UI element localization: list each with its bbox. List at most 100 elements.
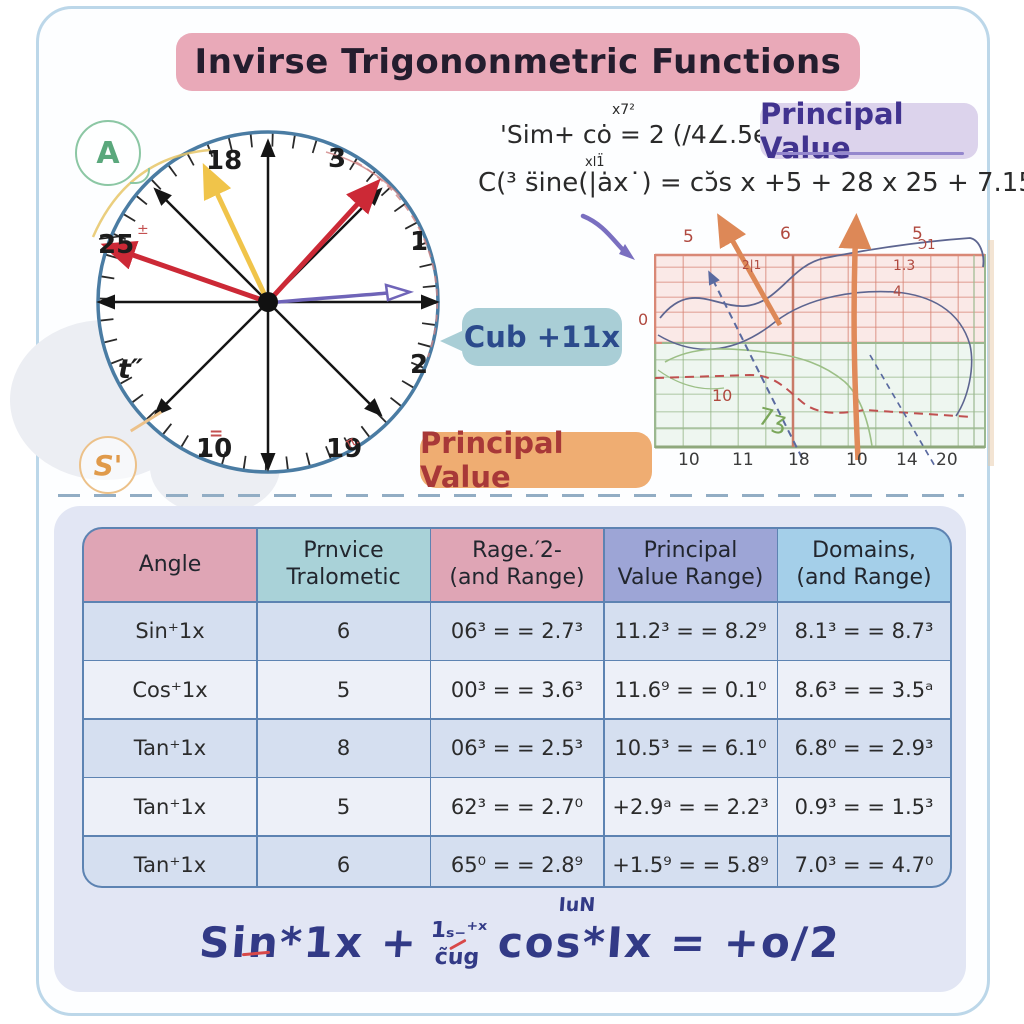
principal-value-badge-mid: Principal Value: [420, 426, 652, 494]
table-cell: 6: [257, 602, 430, 660]
formula-superscript: x7²: [612, 102, 635, 118]
table-cell: 62³ = = 2.7⁰: [431, 778, 603, 835]
table-cell: 7.0³ = = 4.7⁰: [778, 836, 950, 886]
green-curve: [664, 348, 873, 447]
grid-x-tick: 10: [678, 450, 700, 470]
grid-side-strip: [988, 240, 994, 466]
clock-label: 2: [410, 350, 428, 380]
red-dashed-line: [654, 373, 973, 418]
grid-chart-overlay: [654, 213, 986, 469]
clock-label: t″: [118, 354, 143, 385]
yellow-hand-arrow: [202, 162, 271, 304]
orange-arrow: [838, 213, 872, 461]
table-cell: +2.9ᵃ = = 2.2³: [604, 778, 777, 835]
hand-fraction-top: 1ₛ₋⁺ˣ: [430, 917, 488, 943]
grid-x-tick: 10: [846, 450, 868, 470]
table-cell: 5: [257, 778, 430, 835]
grid-right-label: 4: [893, 284, 902, 300]
hand-part2-wrap: IuN cos*Ix = +o/2: [496, 894, 843, 967]
table-cell: 65⁰ = = 2.8⁹: [431, 836, 603, 886]
hand-superscript: IuN: [557, 893, 596, 916]
clock-label: 25: [98, 230, 134, 260]
monogram-s-badge: S': [79, 436, 137, 494]
grid-left-label: 0: [638, 310, 649, 329]
hand-fraction-bottom: c̃ug: [433, 944, 481, 970]
center-dot: [258, 292, 278, 312]
cub-bubble: Cub +11x: [462, 308, 622, 366]
navy-curve: [657, 290, 973, 417]
table-cell: 11.6⁹ = = 0.1⁰: [604, 661, 777, 718]
column-header: Rage.′2- (and Range): [431, 529, 603, 601]
grid-chart-upper: [655, 255, 985, 343]
functions-table: Angle Prnvice Tralometic Rage.′2- (and R…: [82, 527, 952, 888]
hand-part2: cos*Ix = +o/2: [496, 917, 843, 967]
table-cell: 5: [257, 661, 430, 718]
table-cell: Tan⁺1x: [84, 719, 256, 777]
table-cell: 6: [257, 836, 430, 886]
table-cell: 8.6³ = = 3.5ᵃ: [778, 661, 950, 718]
grid-top-label: 6: [780, 224, 791, 244]
table-cell: 00³ = = 3.6³: [431, 661, 603, 718]
table-cell: 8.1³ = = 8.7³: [778, 602, 950, 660]
red-arc: [325, 151, 401, 197]
table-cell: Tan⁺1x: [84, 836, 256, 886]
table-cell: 06³ = = 2.7³: [431, 602, 603, 660]
bubble-tail: [440, 330, 464, 352]
clock-label: 18: [206, 146, 242, 176]
monogram-s-label: S': [93, 448, 123, 482]
table-cell: 6.8⁰ = = 2.9³: [778, 719, 950, 777]
purple-hand-arrow: [267, 291, 389, 305]
column-header: Angle: [84, 529, 256, 601]
curved-arrow-icon: [580, 213, 635, 260]
monogram-a-badge: A: [75, 120, 141, 186]
orange-arrow: [717, 213, 783, 327]
grid-chart-lower: [655, 343, 985, 447]
monogram-a-label: A: [96, 135, 120, 171]
grid-x-tick: 18: [788, 450, 810, 470]
grid-x-tick: 14: [896, 450, 918, 470]
blue-dashed-arrow: [708, 270, 803, 459]
table-cell: 0.9³ = = 1.5³: [778, 778, 950, 835]
table-cell: 10.5³ = = 6.1⁰: [604, 719, 777, 777]
navy-curve: [659, 237, 985, 319]
column-header: Domains, (and Range): [778, 529, 950, 601]
table-cell: 8: [257, 719, 430, 777]
grid-x-tick: 20: [936, 450, 958, 470]
page-title: Invirse Trigononmetric Functions: [176, 33, 860, 91]
hand-part1: Sin*1x +: [197, 917, 420, 967]
red-mark: =: [209, 424, 223, 444]
hand-fraction: 1ₛ₋⁺ˣ c̃ug: [428, 917, 488, 970]
principal-value-badge-top: Principal Value: [760, 97, 978, 165]
table-cell: Cos⁺1x: [84, 661, 256, 718]
red-mark: ±: [137, 222, 149, 238]
formula-line-2: C(³ s̈ine(|ȧx˙) = cɔ̆s x +5 + 28 x 25 + …: [478, 168, 1024, 198]
grid-inner-label: 10: [712, 386, 733, 405]
grid-top-label: 5: [683, 227, 694, 247]
clock-label: 10: [196, 434, 232, 464]
grid-right-label: 1.3: [893, 258, 916, 274]
table-cell: 06³ = = 2.5³: [431, 719, 603, 777]
clock-label: 3: [328, 144, 346, 174]
grid-bracket: [654, 254, 662, 344]
clock-label: 19: [326, 434, 362, 464]
grid-inner-mark: 2|1: [742, 258, 762, 272]
table-cell: +1.5⁹ = = 5.8⁹: [604, 836, 777, 886]
table-cell: 11.2³ = = 8.2⁹: [604, 602, 777, 660]
column-header: Prnvice Tralometic: [257, 529, 430, 601]
green-curve: [657, 369, 725, 390]
column-header: Principal Value Range): [604, 529, 777, 601]
grid-x-tick: 11: [732, 450, 754, 470]
dashed-separator: [58, 494, 964, 497]
grid-top-label: 5: [912, 224, 923, 244]
purple-arrowhead-icon: [384, 283, 415, 302]
red-dashed-arc: [355, 161, 439, 358]
formula-superscript: xl1̈: [585, 155, 605, 170]
strike-line: [98, 235, 124, 240]
table-cell: Tan⁺1x: [84, 778, 256, 835]
table-cell: Sin⁺1x: [84, 602, 256, 660]
handwritten-identity: Sin*1x + 1ₛ₋⁺ˣ c̃ug IuN cos*Ix = +o/2: [177, 894, 863, 988]
grid-frame: [654, 254, 986, 448]
red-hand-arrow: [100, 241, 269, 305]
unit-circle-diagram: 18 3 1 2 19 10 25 t″ ± = π.: [91, 130, 440, 474]
